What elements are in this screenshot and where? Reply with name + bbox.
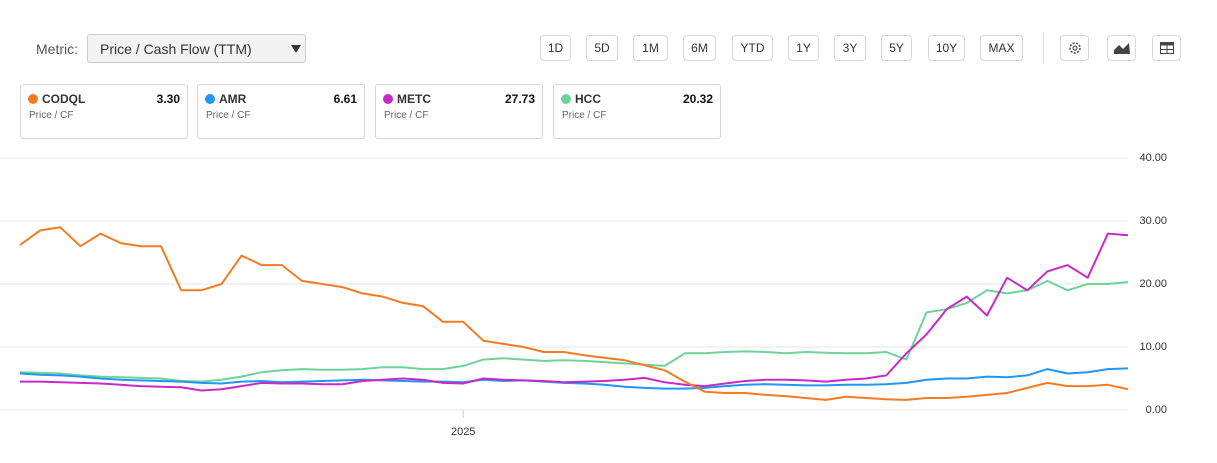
legend-value: 6.61 [333,92,357,106]
legend-subtitle: Price / CF [206,110,251,121]
range-button[interactable]: 5Y [881,35,912,61]
legend-name: CODQL [42,92,86,106]
legend-dot [561,94,571,104]
settings-button[interactable] [1060,35,1089,61]
range-button[interactable]: 1M [633,35,668,61]
legend-dot [28,94,38,104]
legend-name: HCC [575,92,601,106]
legend-card[interactable]: AMR 6.61 Price / CF [197,84,365,139]
area-icon [1113,43,1130,54]
range-button[interactable]: 5D [586,35,618,61]
y-tick-label: 20.00 [1139,278,1167,290]
metric-label: Metric: [36,41,78,57]
legend-card[interactable]: CODQL 3.30 Price / CF [20,84,188,139]
dropdown-arrow [291,45,301,53]
legend-subtitle: Price / CF [562,110,607,121]
table-button[interactable] [1152,35,1181,61]
range-button[interactable]: 1D [540,35,571,61]
range-button[interactable]: YTD [732,35,773,61]
legend-value: 20.32 [682,92,713,106]
legend-name: AMR [219,92,247,106]
legend-value: 27.73 [504,92,535,106]
legend-subtitle: Price / CF [384,110,429,121]
series-line [19,367,1129,390]
series-line [20,232,1129,392]
legend-name: METC [397,92,431,106]
legend-value: 3.30 [156,92,180,106]
y-tick-label: 10.00 [1139,341,1167,353]
y-tick-label: 30.00 [1139,215,1167,227]
series-line [19,226,1129,401]
y-tick-label: 0.00 [1146,404,1167,416]
table-icon [1159,42,1174,54]
separator [1043,33,1044,63]
chart-type-button[interactable] [1107,35,1136,61]
range-button[interactable]: 10Y [928,35,965,61]
range-button[interactable]: MAX [980,35,1023,61]
series-line [19,279,1129,383]
legend-dot [205,94,215,104]
metric-select[interactable]: Price / Cash Flow (TTM) [87,34,306,63]
legend-dot [383,94,393,104]
legend-subtitle: Price / CF [29,110,74,121]
range-button[interactable]: 1Y [788,35,819,61]
legend-card[interactable]: METC 27.73 Price / CF [375,84,543,139]
range-button[interactable]: 3Y [834,35,866,61]
legend-card[interactable]: HCC 20.32 Price / CF [553,84,721,139]
y-tick-label: 40.00 [1139,152,1167,164]
gear-icon [1068,42,1081,54]
metric-value: Price / Cash Flow (TTM) [100,41,252,57]
x-tick-label: 2025 [451,426,475,438]
range-button[interactable]: 6M [683,35,716,61]
